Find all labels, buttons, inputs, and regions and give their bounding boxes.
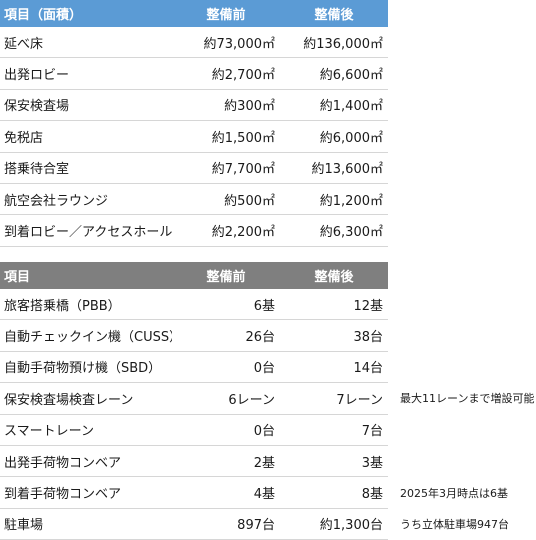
row-item-cell: 駐車場 [0, 508, 172, 540]
row-after-cell: 8基 [280, 476, 388, 509]
table-row: 延べ床 約73,000㎡ 約136,000㎡ [0, 27, 388, 59]
row-before-cell: 0台 [172, 414, 280, 446]
table-row: 出発ロビー 約2,700㎡ 約6,600㎡ [0, 57, 388, 90]
header-item: 項目 [0, 262, 172, 289]
row-before-cell: 約500㎡ [172, 183, 280, 216]
header-after: 整備後 [280, 262, 388, 289]
row-before-cell: 約7,700㎡ [172, 152, 280, 184]
area-table: 項目（面積） 整備前 整備後 延べ床 約73,000㎡ 約136,000㎡ 出発ロビー… [0, 0, 388, 247]
row-before-cell: 約2,700㎡ [172, 57, 280, 90]
row-after-cell: 約1,200㎡ [280, 183, 388, 216]
row-item-cell: 免税店 [0, 120, 172, 153]
header-item: 項目（面積） [0, 0, 172, 27]
row-note-cell: 最大11レーンまで増設可能 [400, 392, 535, 406]
row-item-cell: スマートレーン [0, 414, 172, 446]
row-item-cell: 自動チェックイン機（CUSS） [0, 319, 172, 352]
row-note-cell: 2025年3月時点は6基 [400, 486, 508, 500]
row-after-cell: 7レーン [280, 382, 388, 415]
row-before-cell: 4基 [172, 476, 280, 509]
row-before-cell: 約300㎡ [172, 89, 280, 122]
row-before-cell: 約73,000㎡ [172, 27, 280, 59]
row-item-cell: 到着手荷物コンベア [0, 476, 172, 509]
row-after-cell: 約13,600㎡ [280, 152, 388, 184]
table-row: 自動手荷物預け機（SBD） 0台 14台 [0, 351, 536, 384]
facility-table: 項目 整備前 整備後 旅客搭乗橋（PBB） 6基 12基 自動チェックイン機（CUSS… [0, 262, 536, 540]
row-after-cell: 3基 [280, 445, 388, 478]
row-after-cell: 約6,600㎡ [280, 57, 388, 90]
row-before-cell: 897台 [172, 508, 280, 540]
facility-table-body: 旅客搭乗橋（PBB） 6基 12基 自動チェックイン機（CUSS） 26台 38台 自動手荷… [0, 289, 536, 540]
row-note-cell [388, 414, 536, 445]
table-row: 保安検査場 約300㎡ 約1,400㎡ [0, 89, 388, 122]
row-item-cell: 自動手荷物預け機（SBD） [0, 351, 172, 384]
table-row: 旅客搭乗橋（PBB） 6基 12基 [0, 289, 536, 321]
table-row: 到着手荷物コンベア 4基 8基 2025年3月時点は6基 [0, 476, 536, 509]
row-before-cell: 6基 [172, 289, 280, 321]
row-note-cell [388, 445, 536, 476]
row-item-cell: 到着ロビー／アクセスホール [0, 214, 172, 247]
header-before: 整備前 [172, 0, 280, 27]
row-after-cell: 約6,300㎡ [280, 214, 388, 247]
table-row: スマートレーン 0台 7台 [0, 414, 536, 446]
table-row: 搭乗待合室 約7,700㎡ 約13,600㎡ [0, 152, 388, 184]
header-after: 整備後 [280, 0, 388, 27]
area-table-header: 項目（面積） 整備前 整備後 [0, 0, 388, 27]
row-after-cell: 約1,300台 [280, 508, 388, 540]
row-after-cell: 約6,000㎡ [280, 120, 388, 153]
row-note-cell [388, 320, 536, 351]
table-row: 出発手荷物コンベア 2基 3基 [0, 445, 536, 478]
row-after-cell: 7台 [280, 414, 388, 446]
row-before-cell: 2基 [172, 445, 280, 478]
row-after-cell: 約136,000㎡ [280, 27, 388, 59]
row-item-cell: 延べ床 [0, 27, 172, 59]
table-row: 自動チェックイン機（CUSS） 26台 38台 [0, 319, 536, 352]
row-item-cell: 旅客搭乗橋（PBB） [0, 289, 172, 321]
row-before-cell: 0台 [172, 351, 280, 384]
row-before-cell: 6レーン [172, 382, 280, 415]
row-note-cell [388, 289, 536, 320]
table-row: 免税店 約1,500㎡ 約6,000㎡ [0, 120, 388, 153]
row-item-cell: 航空会社ラウンジ [0, 183, 172, 216]
table-row: 到着ロビー／アクセスホール 約2,200㎡ 約6,300㎡ [0, 214, 388, 247]
header-note-blank [388, 262, 536, 289]
facility-table-header: 項目 整備前 整備後 [0, 262, 536, 289]
table-row: 保安検査場検査レーン 6レーン 7レーン 最大11レーンまで増設可能 [0, 382, 536, 415]
table-row: 航空会社ラウンジ 約500㎡ 約1,200㎡ [0, 183, 388, 216]
row-item-cell: 保安検査場 [0, 89, 172, 122]
row-item-cell: 搭乗待合室 [0, 152, 172, 184]
header-before: 整備前 [172, 262, 280, 289]
row-after-cell: 約1,400㎡ [280, 89, 388, 122]
row-item-cell: 出発ロビー [0, 57, 172, 90]
row-note-cell: うち立体駐車場947台 [400, 517, 509, 531]
row-before-cell: 26台 [172, 319, 280, 352]
table-row: 駐車場 897台 約1,300台 うち立体駐車場947台 [0, 508, 536, 540]
row-before-cell: 約1,500㎡ [172, 120, 280, 153]
row-after-cell: 38台 [280, 319, 388, 352]
row-item-cell: 保安検査場検査レーン [0, 382, 172, 415]
row-after-cell: 14台 [280, 351, 388, 384]
row-after-cell: 12基 [280, 289, 388, 321]
row-note-cell [388, 351, 536, 382]
row-item-cell: 出発手荷物コンベア [0, 445, 172, 478]
row-before-cell: 約2,200㎡ [172, 214, 280, 247]
